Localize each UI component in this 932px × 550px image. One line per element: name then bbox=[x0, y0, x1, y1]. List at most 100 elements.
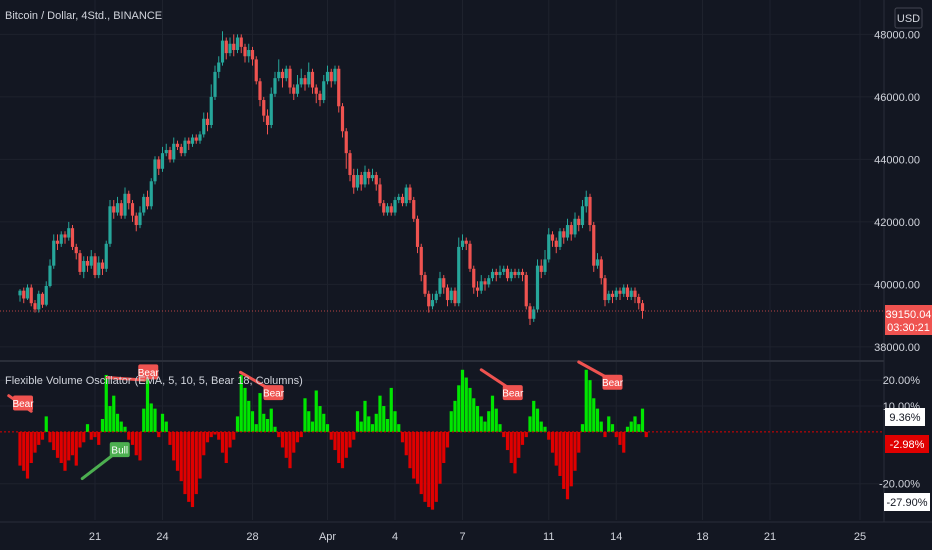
candle-body bbox=[348, 153, 352, 176]
price-tick-label: 46000.00 bbox=[874, 92, 920, 104]
oscillator-column bbox=[588, 380, 592, 432]
candle-body bbox=[48, 265, 52, 286]
candle-body bbox=[389, 206, 393, 213]
oscillator-column bbox=[614, 431, 618, 438]
time-tick-label: 18 bbox=[696, 531, 708, 543]
oscillator-column bbox=[145, 369, 150, 432]
candle-body bbox=[187, 140, 191, 144]
candle-body bbox=[337, 68, 341, 107]
oscillator-column bbox=[344, 431, 348, 458]
oscillator-column bbox=[412, 431, 416, 479]
oscillator-column bbox=[337, 431, 341, 464]
candle-body bbox=[299, 78, 303, 85]
price-candles bbox=[18, 31, 645, 326]
oscillator-column bbox=[194, 431, 198, 495]
oscillator-column bbox=[239, 374, 243, 432]
oscillator-column bbox=[183, 431, 187, 495]
candle-body bbox=[29, 287, 33, 304]
oscillator-column bbox=[104, 374, 108, 432]
oscillator-column bbox=[250, 411, 255, 432]
oscillator-column bbox=[295, 431, 300, 443]
osc-positive-badge: 9.36% bbox=[885, 408, 925, 426]
candle-body bbox=[22, 290, 26, 299]
symbol-title[interactable]: Bitcoin / Dollar, 4Std., BINANCE bbox=[5, 10, 162, 22]
oscillator-column bbox=[622, 431, 626, 453]
oscillator-column bbox=[355, 411, 360, 432]
candle-body bbox=[524, 275, 528, 307]
divergence-label-bear: Bear bbox=[502, 385, 524, 401]
oscillator-column bbox=[584, 369, 588, 432]
currency-button[interactable]: USD bbox=[894, 7, 923, 29]
bar-countdown: 03:30:21 bbox=[887, 322, 930, 334]
oscillator-column bbox=[303, 398, 307, 432]
candle-body bbox=[528, 306, 532, 319]
candle-body bbox=[618, 290, 622, 294]
candle-body bbox=[588, 196, 592, 226]
candle-body bbox=[310, 71, 315, 88]
oscillator-column bbox=[524, 431, 528, 438]
candle-body bbox=[378, 184, 382, 204]
label-box bbox=[109, 442, 130, 458]
oscillator-column bbox=[209, 431, 213, 438]
candle-body bbox=[100, 262, 105, 269]
oscillator-column bbox=[509, 431, 513, 464]
oscillator-column bbox=[213, 431, 217, 435]
oscillator-column bbox=[505, 431, 510, 451]
oscillator-column bbox=[419, 431, 423, 495]
oscillator-column bbox=[599, 421, 603, 432]
candle-body bbox=[442, 278, 446, 288]
oscillator-column bbox=[82, 431, 86, 443]
candle-body bbox=[160, 153, 165, 169]
oscillator-column bbox=[629, 421, 633, 432]
oscillator-column bbox=[464, 377, 468, 432]
oscillator-title[interactable]: Flexible Volume Oscillator (EMA, 5, 10, … bbox=[5, 375, 303, 387]
candle-body bbox=[573, 218, 577, 235]
candle-body bbox=[78, 253, 82, 272]
oscillator-column bbox=[389, 387, 393, 432]
candle-body bbox=[213, 71, 217, 97]
candle-body bbox=[164, 150, 168, 154]
time-axis[interactable]: 21 24 28 Apr 4 7 11 14 18 21 25 bbox=[89, 531, 866, 543]
candle-body bbox=[614, 290, 618, 297]
time-tick-label: 25 bbox=[854, 531, 866, 543]
oscillator-column bbox=[532, 400, 536, 432]
oscillator-column bbox=[85, 424, 90, 432]
oscillator-column bbox=[442, 431, 446, 464]
candle-body bbox=[228, 43, 232, 54]
oscillator-column bbox=[637, 424, 641, 432]
candle-body bbox=[254, 59, 258, 82]
oscillator-column bbox=[520, 431, 525, 445]
oscillator-column bbox=[359, 421, 363, 432]
oscillator-column bbox=[592, 398, 596, 432]
candle-body bbox=[419, 246, 423, 276]
oscillator-tick-label: 20.00% bbox=[883, 375, 921, 387]
time-tick-label: Apr bbox=[319, 531, 336, 543]
oscillator-column bbox=[280, 431, 285, 448]
candle-body bbox=[550, 234, 555, 241]
candle-body bbox=[89, 256, 93, 266]
oscillator-column bbox=[603, 431, 607, 438]
candle-body bbox=[558, 231, 562, 247]
grid-lines bbox=[0, 0, 884, 520]
oscillator-column bbox=[262, 413, 266, 432]
label-text: Bear bbox=[502, 389, 524, 400]
oscillator-column bbox=[29, 431, 33, 464]
candle-body bbox=[502, 268, 506, 272]
candle-body bbox=[423, 275, 427, 294]
oscillator-column bbox=[108, 406, 112, 432]
candle-body bbox=[487, 278, 491, 285]
oscillator-column bbox=[258, 393, 262, 432]
osc-negative-badge: -2.98% bbox=[885, 435, 929, 453]
oscillator-column bbox=[153, 408, 157, 432]
oscillator-column bbox=[438, 431, 442, 484]
price-tick-label: 40000.00 bbox=[874, 279, 920, 291]
time-tick-label: 14 bbox=[610, 531, 622, 543]
candle-body bbox=[232, 43, 236, 51]
candle-body bbox=[198, 134, 202, 141]
candle-body bbox=[307, 71, 311, 85]
price-axis[interactable]: 48000.00 46000.00 44000.00 42000.00 40000.00… bbox=[874, 29, 920, 354]
time-tick-label: 11 bbox=[543, 531, 554, 543]
oscillator-column bbox=[562, 431, 566, 489]
